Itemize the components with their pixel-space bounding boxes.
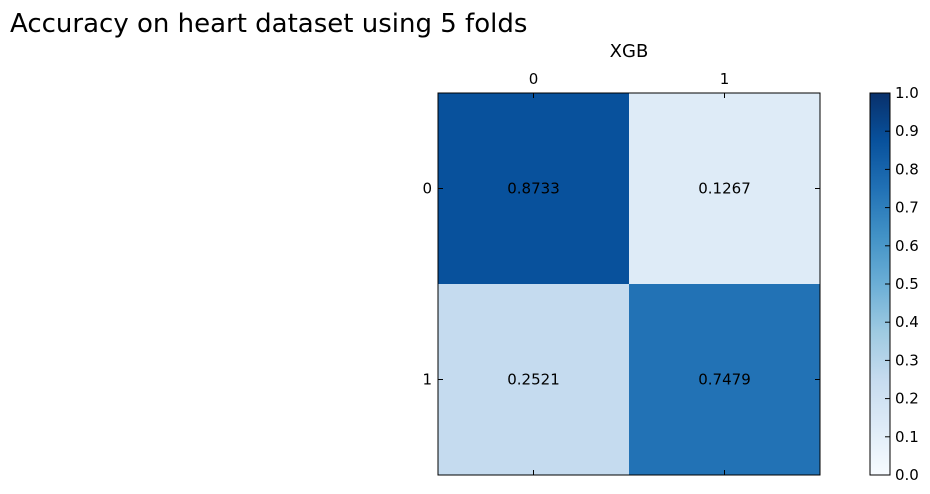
colorbar-tick-label: 0.1 [895,428,919,446]
colorbar-tick-label: 0.8 [895,160,919,178]
colorbar-tick-label: 0.2 [895,390,919,408]
x-tick-label: 0 [529,70,539,88]
colorbar-ticks: 0.0 0.1 0.2 0.3 0.4 0.5 0.6 0.7 0.8 0.9 1.0 [885,84,919,484]
y-axis-ticks: 01 [422,180,820,389]
colorbar-tick-label: 0.5 [895,275,919,293]
plot-frame [437,92,821,476]
colorbar-tick-label: 0.0 [895,466,919,484]
chart-title: Accuracy on heart dataset using 5 folds [10,9,527,39]
colorbar-tick-label: 1.0 [895,84,919,102]
cell-value-label: 0.8733 [507,180,560,198]
heatmap-cell-0-1 [629,93,820,284]
heatmap-cell-1-1 [629,284,820,475]
chart-subtitle: XGB [610,41,649,62]
x-tick-label: 1 [720,70,730,88]
cell-value-label: 0.2521 [507,371,560,389]
colorbar-tick-label: 0.6 [895,237,919,255]
y-tick-label: 1 [422,371,432,389]
heatmap-cell-0-0 [438,93,629,284]
heatmap-cell-1-0 [438,284,629,475]
heatmap-cells: 0.8733 0.1267 0.2521 0.7479 [438,93,820,475]
colorbar-tick-label: 0.4 [895,313,919,331]
cell-value-label: 0.7479 [698,371,751,389]
colorbar-tick-label: 0.3 [895,351,919,369]
colorbar-tick-label: 0.7 [895,199,919,217]
cell-value-label: 0.1267 [698,180,751,198]
colorbar-tick-label: 0.9 [895,122,919,140]
y-tick-label: 0 [422,180,432,198]
